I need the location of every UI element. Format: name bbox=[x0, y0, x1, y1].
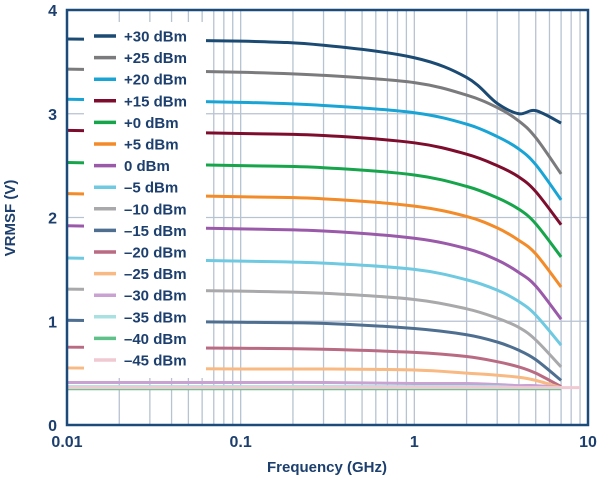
series-line bbox=[66, 192, 563, 288]
tick-labels: 0 1 2 3 4 0.01 0.1 1 10 bbox=[48, 3, 597, 451]
legend-label: –10 dBm bbox=[124, 201, 187, 218]
legend-label: –15 dBm bbox=[124, 223, 187, 240]
legend: +30 dBm +25 dBm +20 dBm +15 dBm +0 dBm +5 dBm… bbox=[94, 29, 187, 370]
series-line bbox=[66, 256, 563, 347]
series-line bbox=[66, 97, 563, 201]
series-line bbox=[66, 380, 562, 390]
series-line bbox=[66, 128, 563, 226]
legend-label: +5 dBm bbox=[124, 137, 179, 154]
y-tick-label: 1 bbox=[48, 314, 57, 331]
legend-label: +15 dBm bbox=[124, 93, 187, 110]
plot-frame bbox=[65, 8, 590, 427]
x-tick-label: 10 bbox=[579, 434, 597, 451]
legend-label: –20 dBm bbox=[124, 245, 187, 262]
legend-label: +0 dBm bbox=[124, 115, 179, 132]
y-tick-label: 3 bbox=[48, 107, 57, 124]
y-axis-label: VRMSF (V) bbox=[2, 180, 19, 257]
legend-label: +30 dBm bbox=[124, 29, 187, 46]
series-line bbox=[66, 287, 563, 368]
legend-label: +25 dBm bbox=[124, 50, 187, 67]
series-line bbox=[66, 37, 562, 125]
series-line bbox=[66, 67, 563, 175]
legend-background bbox=[84, 22, 206, 378]
legend-label: –35 dBm bbox=[124, 309, 187, 326]
x-tick-label: 0.01 bbox=[51, 434, 82, 451]
legend-label: –5 dBm bbox=[124, 180, 178, 197]
y-tick-label: 2 bbox=[48, 211, 57, 228]
series-lines bbox=[66, 37, 581, 391]
legend-label: –30 dBm bbox=[124, 288, 187, 305]
series-line bbox=[66, 345, 562, 388]
y-tick-label: 4 bbox=[48, 3, 57, 20]
x-tick-label: 1 bbox=[410, 434, 419, 451]
series-line bbox=[66, 318, 563, 382]
series-line bbox=[66, 161, 563, 258]
legend-label: –40 dBm bbox=[124, 331, 187, 348]
series-line bbox=[66, 366, 562, 390]
series-line bbox=[66, 224, 563, 321]
x-axis-label: Frequency (GHz) bbox=[267, 459, 387, 476]
x-tick-label: 0.1 bbox=[230, 434, 252, 451]
legend-label: –45 dBm bbox=[124, 353, 187, 370]
legend-label: –25 dBm bbox=[124, 266, 187, 283]
legend-label: 0 dBm bbox=[124, 158, 170, 175]
y-tick-label: 0 bbox=[48, 418, 57, 435]
legend-label: +20 dBm bbox=[124, 72, 187, 89]
